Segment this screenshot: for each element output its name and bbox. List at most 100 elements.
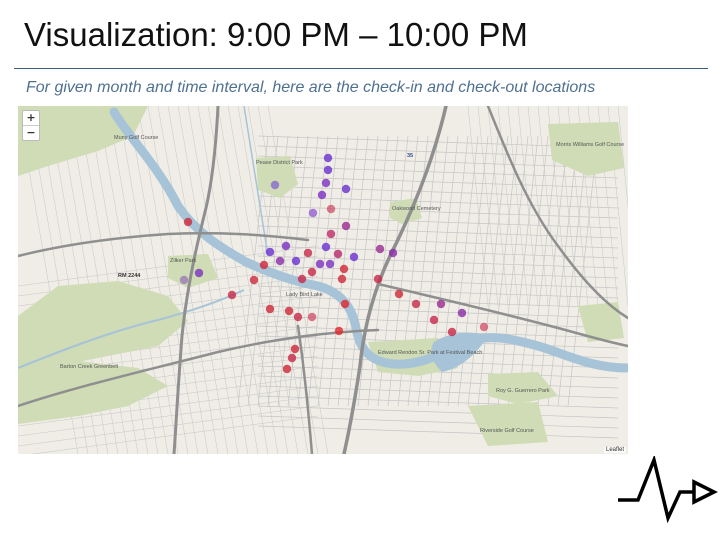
checkout-marker[interactable] bbox=[259, 260, 269, 270]
street bbox=[547, 135, 579, 407]
checkin-marker[interactable] bbox=[317, 190, 327, 200]
checkin-marker[interactable] bbox=[275, 256, 285, 266]
street bbox=[257, 275, 619, 289]
street bbox=[217, 106, 279, 454]
street bbox=[277, 135, 309, 407]
checkin-marker[interactable] bbox=[291, 256, 301, 266]
street bbox=[257, 255, 619, 269]
street bbox=[467, 135, 499, 407]
checkin-marker[interactable] bbox=[323, 165, 333, 175]
highways bbox=[18, 106, 628, 454]
checkout-marker[interactable] bbox=[265, 304, 275, 314]
checkout-marker[interactable] bbox=[183, 217, 193, 227]
checkout-marker[interactable] bbox=[282, 364, 292, 374]
street bbox=[257, 225, 619, 239]
street bbox=[197, 106, 259, 454]
checkin-marker[interactable] bbox=[325, 259, 335, 269]
checkin-marker[interactable] bbox=[375, 244, 385, 254]
street bbox=[527, 135, 559, 407]
checkout-marker[interactable] bbox=[334, 326, 344, 336]
street bbox=[18, 395, 319, 437]
slide-subtitle: For given month and time interval, here … bbox=[26, 79, 596, 96]
checkout-marker[interactable] bbox=[394, 289, 404, 299]
map-view[interactable]: Muny Golf Course Pease District Park Oak… bbox=[18, 106, 628, 454]
checkin-marker[interactable] bbox=[341, 221, 351, 231]
checkin-marker[interactable] bbox=[179, 275, 189, 285]
street bbox=[357, 135, 389, 407]
street bbox=[257, 415, 619, 429]
street bbox=[18, 405, 319, 447]
map-label: Lady Bird Lake bbox=[286, 292, 323, 298]
map-label: Barton Creek Greenbelt bbox=[60, 364, 119, 370]
checkin-marker[interactable] bbox=[194, 268, 204, 278]
street bbox=[257, 395, 619, 409]
park-pease bbox=[256, 156, 298, 198]
checkin-marker[interactable] bbox=[323, 153, 333, 163]
street bbox=[257, 165, 619, 179]
checkin-marker[interactable] bbox=[315, 259, 325, 269]
zoom-in-button[interactable]: + bbox=[26, 111, 36, 124]
checkin-marker[interactable] bbox=[265, 247, 275, 257]
street bbox=[257, 245, 619, 259]
checkin-marker[interactable] bbox=[388, 248, 398, 258]
checkout-marker[interactable] bbox=[339, 264, 349, 274]
checkin-marker[interactable] bbox=[436, 299, 446, 309]
park-east-patch bbox=[578, 302, 624, 342]
colorado-river bbox=[109, 107, 628, 373]
checkout-marker[interactable] bbox=[337, 274, 347, 284]
checkout-marker[interactable] bbox=[297, 274, 307, 284]
checkout-marker[interactable] bbox=[307, 267, 317, 277]
checkin-marker[interactable] bbox=[308, 208, 318, 218]
checkout-marker[interactable] bbox=[284, 306, 294, 316]
checkout-marker[interactable] bbox=[333, 249, 343, 259]
checkout-marker[interactable] bbox=[373, 274, 383, 284]
street bbox=[337, 135, 369, 407]
checkout-marker[interactable] bbox=[447, 327, 457, 337]
checkin-marker[interactable] bbox=[270, 180, 280, 190]
street bbox=[467, 106, 489, 307]
street bbox=[207, 106, 269, 454]
street bbox=[517, 135, 549, 407]
checkin-marker[interactable] bbox=[457, 308, 467, 318]
checkin-marker[interactable] bbox=[321, 178, 331, 188]
park-roy-guerrero bbox=[488, 372, 558, 404]
checkout-marker[interactable] bbox=[429, 315, 439, 325]
checkin-marker[interactable] bbox=[341, 184, 351, 194]
highway-south bbox=[18, 328, 380, 408]
checkin-marker[interactable] bbox=[281, 241, 291, 251]
street bbox=[257, 425, 619, 439]
street bbox=[18, 385, 319, 427]
checkout-marker[interactable] bbox=[290, 344, 300, 354]
checkin-marker[interactable] bbox=[321, 242, 331, 252]
checkout-marker[interactable] bbox=[340, 299, 350, 309]
map-label: Zilker Park bbox=[170, 258, 197, 264]
street bbox=[487, 106, 509, 307]
checkout-marker[interactable] bbox=[249, 275, 259, 285]
checkout-marker[interactable] bbox=[479, 322, 489, 332]
street bbox=[347, 135, 379, 407]
street bbox=[257, 305, 619, 319]
map-label: Muny Golf Course bbox=[114, 135, 158, 141]
map-canvas[interactable]: Muny Golf Course Pease District Park Oak… bbox=[18, 106, 628, 454]
street bbox=[257, 155, 619, 169]
checkout-marker[interactable] bbox=[227, 290, 237, 300]
lady-bird-lake-lower bbox=[431, 332, 488, 372]
checkout-marker[interactable] bbox=[326, 229, 336, 239]
street bbox=[257, 265, 619, 279]
street bbox=[257, 375, 619, 389]
checkin-marker[interactable] bbox=[349, 252, 359, 262]
map-label: Edward Rendon Sr. Park at Festival Beach bbox=[378, 350, 482, 356]
checkout-marker[interactable] bbox=[307, 312, 317, 322]
street bbox=[537, 106, 559, 307]
checkout-marker[interactable] bbox=[287, 353, 297, 363]
checkout-marker[interactable] bbox=[411, 299, 421, 309]
zoom-out-button[interactable]: − bbox=[23, 125, 39, 140]
street bbox=[257, 215, 619, 229]
map-attribution[interactable]: Leaflet bbox=[603, 447, 626, 453]
street bbox=[507, 135, 539, 407]
checkout-marker[interactable] bbox=[293, 312, 303, 322]
checkout-marker[interactable] bbox=[326, 204, 336, 214]
checkout-marker[interactable] bbox=[303, 248, 313, 258]
interstate-35 bbox=[342, 106, 448, 454]
street bbox=[477, 135, 509, 407]
